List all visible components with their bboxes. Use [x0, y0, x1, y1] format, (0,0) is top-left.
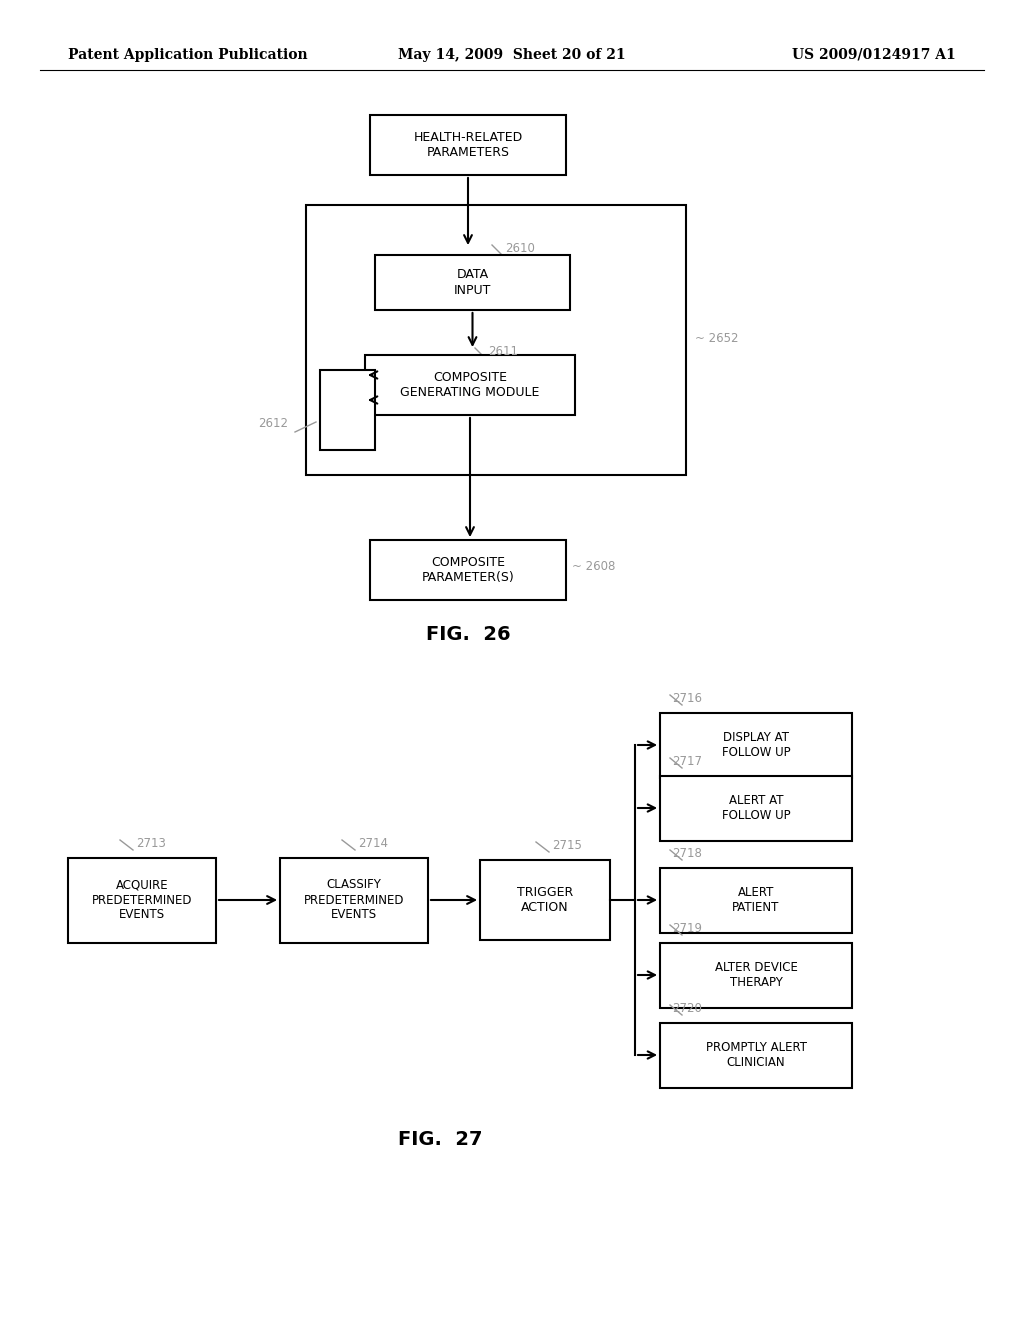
Bar — [370, 540, 566, 601]
Text: PROMPTLY ALERT
CLINICIAN: PROMPTLY ALERT CLINICIAN — [706, 1041, 807, 1069]
Text: ALERT
PATIENT: ALERT PATIENT — [732, 886, 779, 913]
Text: 2612: 2612 — [258, 417, 288, 430]
Text: 2713: 2713 — [136, 837, 166, 850]
Text: FIG.  27: FIG. 27 — [397, 1130, 482, 1148]
Text: ACQUIRE
PREDETERMINED
EVENTS: ACQUIRE PREDETERMINED EVENTS — [92, 879, 193, 921]
Text: ALERT AT
FOLLOW UP: ALERT AT FOLLOW UP — [722, 795, 791, 822]
Bar — [660, 1023, 852, 1088]
Bar — [68, 858, 216, 942]
Text: DISPLAY AT
FOLLOW UP: DISPLAY AT FOLLOW UP — [722, 731, 791, 759]
Text: May 14, 2009  Sheet 20 of 21: May 14, 2009 Sheet 20 of 21 — [398, 48, 626, 62]
Bar — [370, 115, 566, 176]
Text: US 2009/0124917 A1: US 2009/0124917 A1 — [793, 48, 956, 62]
Text: 2720: 2720 — [672, 1002, 701, 1015]
Text: CLASSIFY
PREDETERMINED
EVENTS: CLASSIFY PREDETERMINED EVENTS — [304, 879, 404, 921]
Text: HEALTH-RELATED
PARAMETERS: HEALTH-RELATED PARAMETERS — [414, 131, 522, 158]
Text: FIG.  26: FIG. 26 — [426, 624, 510, 644]
Bar — [280, 858, 428, 942]
Bar — [375, 255, 570, 310]
Text: COMPOSITE
PARAMETER(S): COMPOSITE PARAMETER(S) — [422, 556, 514, 583]
Bar — [660, 942, 852, 1008]
Text: DATA
INPUT: DATA INPUT — [454, 268, 492, 297]
Text: 2719: 2719 — [672, 921, 702, 935]
Bar — [306, 205, 686, 475]
Text: 2714: 2714 — [358, 837, 388, 850]
Text: 2716: 2716 — [672, 692, 702, 705]
Bar — [365, 355, 575, 414]
Text: 2717: 2717 — [672, 755, 702, 768]
Bar — [660, 869, 852, 933]
Text: ~ 2608: ~ 2608 — [572, 560, 615, 573]
Bar — [319, 370, 375, 450]
Bar — [480, 861, 610, 940]
Bar — [660, 776, 852, 841]
Text: TRIGGER
ACTION: TRIGGER ACTION — [517, 886, 573, 913]
Text: ALTER DEVICE
THERAPY: ALTER DEVICE THERAPY — [715, 961, 798, 989]
Text: 2718: 2718 — [672, 847, 701, 861]
Text: 2611: 2611 — [488, 345, 518, 358]
Text: Patent Application Publication: Patent Application Publication — [68, 48, 307, 62]
Text: COMPOSITE
GENERATING MODULE: COMPOSITE GENERATING MODULE — [400, 371, 540, 399]
Bar — [660, 713, 852, 777]
Text: ~ 2652: ~ 2652 — [695, 333, 738, 345]
Text: 2715: 2715 — [552, 840, 582, 851]
Text: 2610: 2610 — [505, 242, 535, 255]
